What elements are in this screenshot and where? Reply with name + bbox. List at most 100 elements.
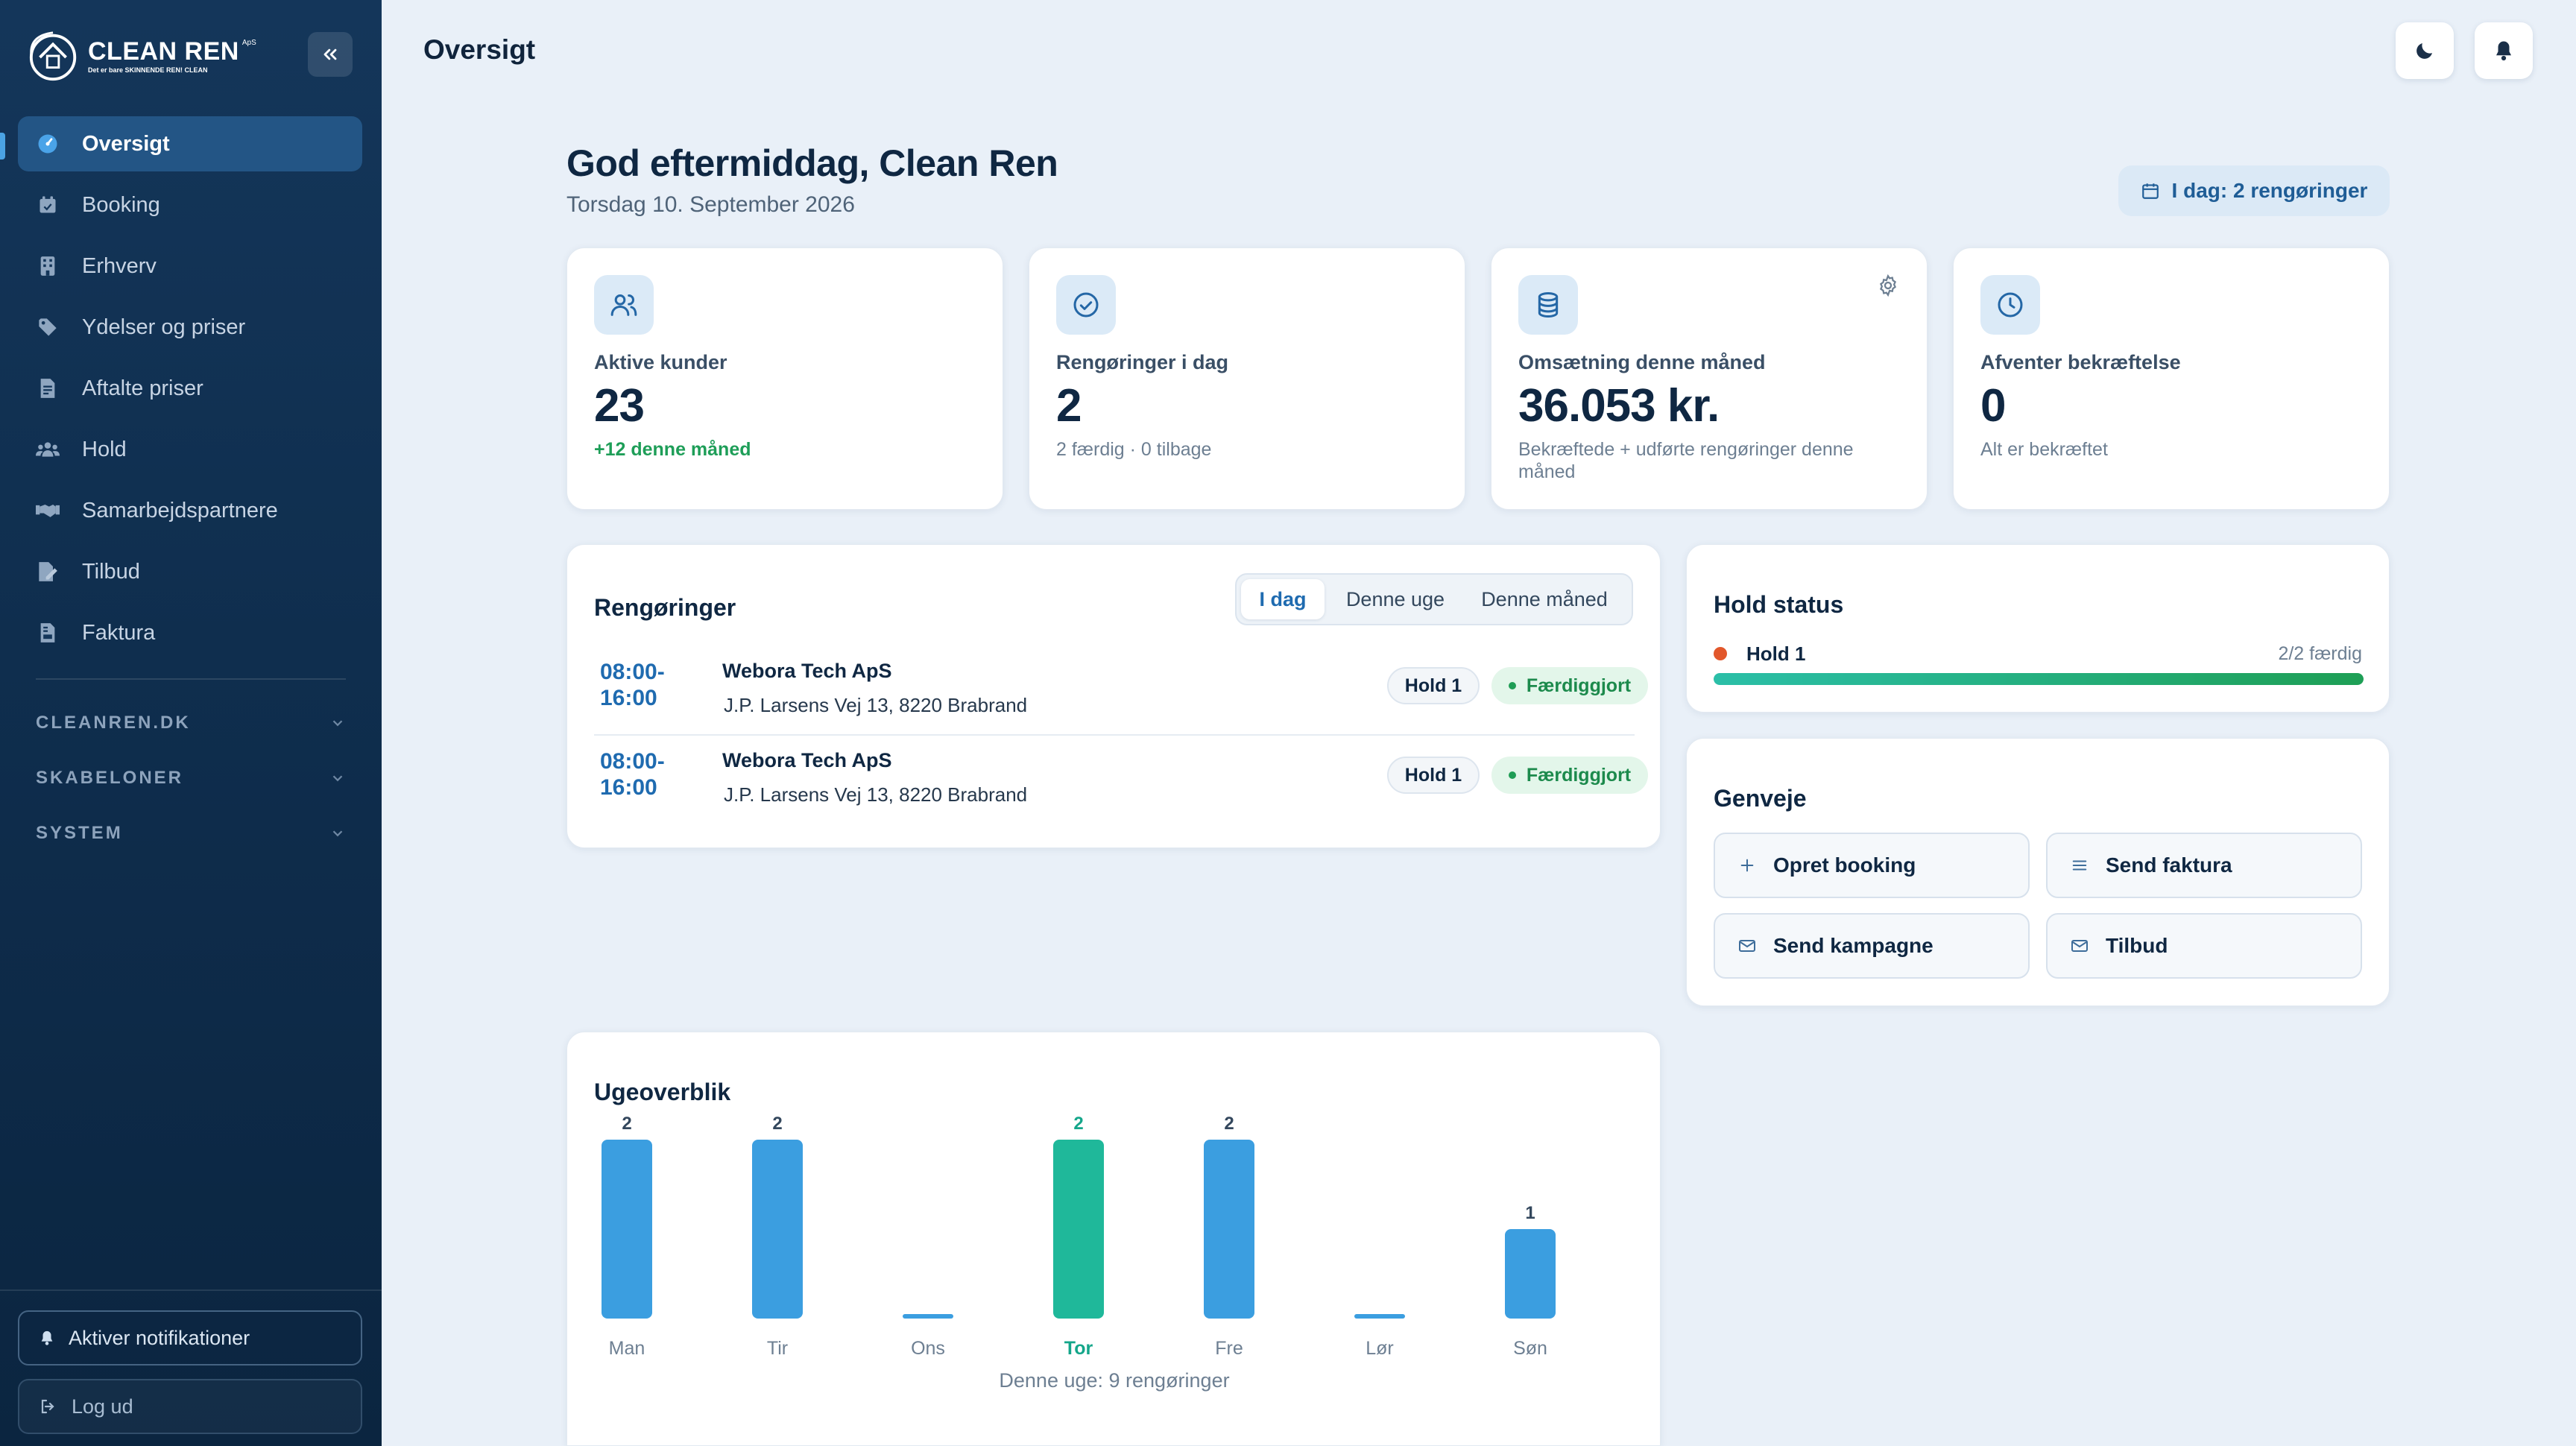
sidebar-bottom-divider bbox=[0, 1289, 382, 1291]
check-circle-icon bbox=[1056, 275, 1116, 335]
cleanings-title: Rengøringer bbox=[594, 594, 736, 621]
sidebar-item-ydelser[interactable]: Ydelser og priser bbox=[18, 300, 362, 355]
stat-value: 2 bbox=[1056, 380, 1082, 432]
stat-sub: Bekræftede + udførte rengøringer denne m… bbox=[1518, 439, 1854, 482]
stat-value: 0 bbox=[1980, 380, 2006, 432]
house-logo-icon bbox=[29, 31, 77, 81]
shortcut-label: Opret booking bbox=[1773, 853, 1916, 877]
today-pill-label: I dag: 2 rengøringer bbox=[2171, 179, 2368, 202]
calendar-check-icon bbox=[36, 193, 60, 217]
stat-sub: Alt er bekræftet bbox=[1980, 439, 2108, 460]
settings-gear-icon[interactable] bbox=[1876, 274, 1900, 301]
sidebar-item-faktura[interactable]: Faktura bbox=[18, 605, 362, 660]
dashboard-gauge-icon bbox=[36, 132, 60, 156]
calendar-icon bbox=[2141, 181, 2160, 201]
sidebar-item-label: Hold bbox=[82, 437, 127, 461]
sidebar-item-label: Faktura bbox=[82, 620, 156, 645]
logo[interactable]: CLEAN REN Det er bare SKINNENDE REN! CLE… bbox=[25, 28, 256, 83]
stat-card-revenue[interactable]: Omsætning denne måned 36.053 kr. Bekræft… bbox=[1491, 247, 1928, 510]
status-badge: Færdiggjort bbox=[1491, 757, 1648, 794]
day-tick-label: Tir bbox=[767, 1338, 788, 1359]
cleaning-time-start: 08:00- bbox=[600, 749, 665, 774]
bar-value-label: 2 bbox=[622, 1114, 631, 1134]
bar-tir[interactable] bbox=[752, 1140, 803, 1319]
section-label: SYSTEM bbox=[36, 823, 123, 843]
file-invoice-dollar-icon bbox=[36, 621, 60, 645]
tab-denne-uge[interactable]: Denne uge bbox=[1345, 587, 1445, 610]
team-status-row[interactable]: Hold 1 2/2 færdig bbox=[1714, 639, 2362, 669]
logout-label: Log ud bbox=[72, 1395, 133, 1418]
team-status-title: Hold status bbox=[1714, 591, 1844, 618]
team-name: Hold 1 bbox=[1746, 642, 1806, 665]
sidebar-nav: Oversigt Booking Erhverv Ydelser og pris… bbox=[18, 116, 362, 666]
cleanings-card: Rengøringer I dag Denne uge Denne måned … bbox=[566, 544, 1661, 848]
send-campaign-shortcut[interactable]: Send kampagne bbox=[1714, 913, 2030, 979]
stat-card-cleanings-today[interactable]: Rengøringer i dag 2 2 færdig · 0 tilbage bbox=[1029, 247, 1465, 510]
mail-icon bbox=[1736, 938, 1758, 953]
create-booking-shortcut[interactable]: Opret booking bbox=[1714, 833, 2030, 898]
sidebar-item-booking[interactable]: Booking bbox=[18, 177, 362, 233]
logo-suffix: ApS bbox=[242, 39, 256, 47]
cleaning-time-start: 08:00- bbox=[600, 660, 665, 684]
day-tick-label: Tor bbox=[1064, 1338, 1093, 1359]
today-cleanings-pill[interactable]: I dag: 2 rengøringer bbox=[2118, 165, 2390, 216]
shortcut-label: Send kampagne bbox=[1773, 934, 1933, 957]
section-label: SKABELONER bbox=[36, 768, 184, 788]
section-skabeloner[interactable]: SKABELONER bbox=[36, 763, 346, 793]
dark-mode-toggle[interactable] bbox=[2396, 22, 2454, 79]
tab-denne-maaned[interactable]: Denne måned bbox=[1481, 587, 1608, 610]
shortcut-label: Send faktura bbox=[2106, 853, 2232, 877]
moon-icon bbox=[2416, 43, 2432, 59]
current-date: Torsdag 10. September 2026 bbox=[566, 192, 855, 217]
quote-shortcut[interactable]: Tilbud bbox=[2046, 913, 2362, 979]
stat-value: 36.053 kr. bbox=[1518, 380, 1720, 432]
stat-sub: +12 denne måned bbox=[594, 439, 751, 460]
bar-value-label: 2 bbox=[772, 1114, 782, 1134]
sidebar-item-erhverv[interactable]: Erhverv bbox=[18, 239, 362, 294]
sidebar-item-oversigt[interactable]: Oversigt bbox=[18, 116, 362, 171]
notifications-button[interactable] bbox=[2475, 22, 2533, 79]
database-icon bbox=[1518, 275, 1578, 335]
day-tick-label: Fre bbox=[1215, 1338, 1243, 1359]
cleaning-row[interactable]: 08:00- 16:00 Webora Tech ApS J.P. Larsens… bbox=[594, 652, 1648, 740]
file-invoice-icon bbox=[36, 376, 60, 400]
stat-card-active-customers[interactable]: Aktive kunder 23 +12 denne måned bbox=[566, 247, 1003, 510]
cleaning-time-end: 16:00 bbox=[600, 685, 657, 710]
send-invoice-shortcut[interactable]: Send faktura bbox=[2046, 833, 2362, 898]
team-progress-bar bbox=[1714, 673, 2364, 685]
day-tick-label: Søn bbox=[1513, 1338, 1547, 1359]
bar-fre[interactable] bbox=[1204, 1140, 1254, 1319]
sidebar-item-hold[interactable]: Hold bbox=[18, 422, 362, 477]
stat-label: Omsætning denne måned bbox=[1518, 351, 1766, 373]
bar-value-label: 1 bbox=[1525, 1203, 1535, 1223]
section-cleanren[interactable]: CLEANREN.DK bbox=[36, 708, 346, 738]
shortcuts-card: Genveje Opret booking Send faktura Send … bbox=[1686, 738, 2390, 1006]
collapse-sidebar-button[interactable] bbox=[308, 32, 353, 77]
bar-tor[interactable] bbox=[1053, 1140, 1104, 1319]
enable-notifications-button[interactable]: Aktiver notifikationer bbox=[18, 1310, 362, 1366]
tab-i-dag[interactable]: I dag bbox=[1241, 579, 1325, 619]
nav-divider bbox=[36, 678, 346, 680]
sidebar-item-samarbejdspartnere[interactable]: Samarbejdspartnere bbox=[18, 483, 362, 538]
week-overview-card: Ugeoverblik 2 Man 2 Tir Ons 2 Tor 2 Fre Lør 1 Søn D… bbox=[566, 1032, 1661, 1446]
section-system[interactable]: SYSTEM bbox=[36, 818, 346, 848]
sidebar-item-aftalte-priser[interactable]: Aftalte priser bbox=[18, 361, 362, 416]
cleanings-period-tabs: I dag Denne uge Denne måned bbox=[1235, 573, 1633, 625]
cleaning-row[interactable]: 08:00- 16:00 Webora Tech ApS J.P. Larsens… bbox=[594, 742, 1648, 830]
shortcuts-title: Genveje bbox=[1714, 785, 1807, 812]
stat-card-pending-confirmation[interactable]: Afventer bekræftelse 0 Alt er bekræftet bbox=[1953, 247, 2390, 510]
sidebar-item-tilbud[interactable]: Tilbud bbox=[18, 544, 362, 599]
sidebar-item-label: Oversigt bbox=[82, 131, 170, 156]
bar-søn[interactable] bbox=[1505, 1229, 1556, 1319]
bar-lør[interactable] bbox=[1354, 1314, 1405, 1319]
status-label: Færdiggjort bbox=[1526, 675, 1632, 696]
cleaning-time: 08:00- 16:00 bbox=[600, 660, 689, 711]
cleaning-time: 08:00- 16:00 bbox=[600, 749, 689, 801]
bar-man[interactable] bbox=[602, 1140, 652, 1319]
bar-ons[interactable] bbox=[903, 1314, 953, 1319]
greeting-title: God eftermiddag, Clean Ren bbox=[566, 142, 1058, 184]
active-nav-marker bbox=[0, 133, 5, 160]
clock-icon bbox=[1980, 275, 2040, 335]
logout-button[interactable]: Log ud bbox=[18, 1379, 362, 1434]
bell-icon bbox=[2496, 41, 2511, 61]
